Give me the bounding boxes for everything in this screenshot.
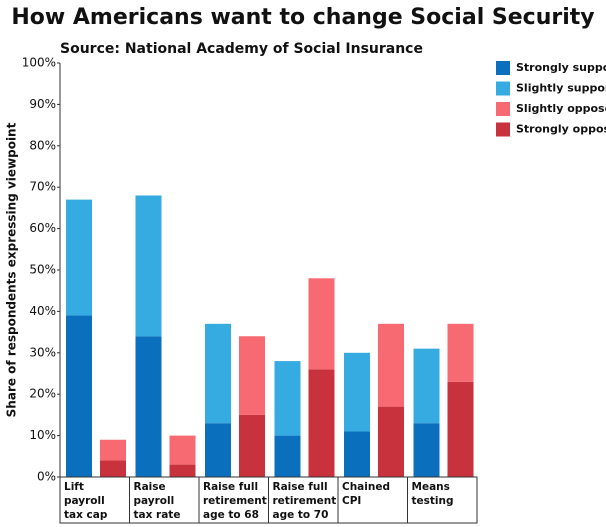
bar-segment: [274, 361, 301, 436]
y-tick-label: 20%: [29, 387, 56, 401]
legend-label: Strongly support: [516, 61, 606, 74]
bar-segment: [378, 323, 404, 407]
bar-segment: [447, 381, 474, 477]
y-tick-label: 30%: [29, 345, 56, 359]
y-tick-label: 100%: [22, 56, 56, 70]
legend-swatch: [496, 81, 510, 96]
x-tick-label: Raise payroll tax rate: [133, 481, 181, 521]
x-tick-label: Raise full retirement age to 68: [203, 481, 267, 521]
bar-segment: [66, 199, 92, 316]
x-tick-label: Raise full retirement age to 70: [272, 481, 337, 521]
bar-segment: [447, 323, 474, 382]
chart-title: How Americans want to change Social Secu…: [11, 5, 594, 30]
bar-segment: [205, 423, 231, 477]
bar-segment: [169, 464, 196, 477]
bar-segment: [239, 336, 265, 415]
bar-segment: [344, 352, 370, 432]
bar-segment: [135, 336, 162, 477]
bar-segment: [205, 323, 231, 424]
y-tick-label: 40%: [29, 304, 56, 318]
bar-segment: [308, 278, 335, 370]
legend-swatch: [496, 102, 510, 116]
x-tick-label: Lift payroll tax cap: [64, 481, 108, 521]
bar-segment: [413, 423, 440, 477]
y-tick-label: 0%: [37, 470, 56, 484]
bar-segment: [239, 414, 265, 477]
x-tick-label: Chained CPI: [342, 481, 390, 507]
chart-subtitle: Source: National Academy of Social Insur…: [60, 41, 423, 57]
y-tick-label: 80%: [29, 138, 56, 152]
y-tick-label: 70%: [29, 180, 56, 194]
y-tick-label: 10%: [29, 428, 56, 442]
bar-segment: [344, 431, 370, 477]
bar-segment: [135, 195, 162, 337]
y-axis-label: Share of respondents expressing viewpoin…: [5, 122, 19, 417]
bar-segment: [274, 435, 301, 477]
category-box: [407, 476, 478, 524]
bar-segment: [66, 315, 92, 477]
y-tick-label: 60%: [29, 221, 56, 235]
bar-segment: [308, 369, 335, 477]
bar-segment: [169, 435, 196, 465]
legend-label: Slightly support: [516, 82, 606, 95]
x-tick-label: Means testing: [411, 481, 454, 507]
bar-segment: [100, 460, 126, 477]
bar-segment: [100, 439, 126, 461]
legend-label: Slightly oppose: [516, 102, 606, 115]
bar-segment: [413, 348, 440, 424]
y-tick-label: 90%: [29, 97, 56, 111]
legend-label: Strongly oppose: [516, 123, 606, 136]
legend-swatch: [496, 122, 510, 137]
bar-segment: [378, 406, 404, 477]
y-tick-label: 50%: [29, 263, 56, 277]
legend-swatch: [496, 61, 510, 75]
